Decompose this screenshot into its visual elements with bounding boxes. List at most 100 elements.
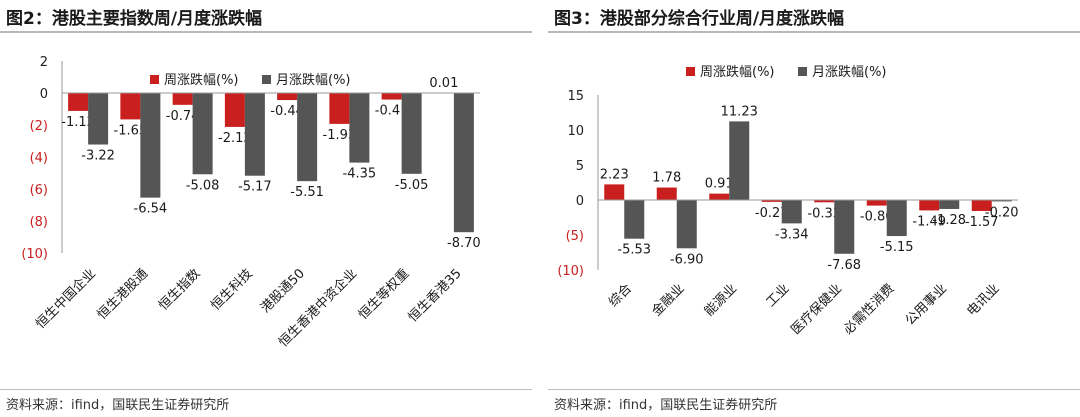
left-legend-swatch [150,75,159,84]
right-data-label: -0.20 [985,205,1019,220]
right-legend-swatch [686,67,695,76]
left-bar-weekly [329,93,350,124]
left-data-label: -8.70 [447,236,481,251]
left-legend-label: 月涨跌幅(%) [276,72,351,88]
right-category-label: 必需性消费 [841,281,898,338]
right-data-label: 1.78 [652,171,681,186]
left-source-note: 资料来源：ifind，国联民生证券研究所 [6,398,230,413]
right-source-rule [548,389,1080,390]
left-bar-weekly [120,93,141,120]
left-data-label: -0.41 [375,104,409,119]
right-data-label: -3.34 [775,227,809,242]
right-bar-monthly [729,121,750,200]
right-title-rule [548,31,1080,33]
left-data-label: -1.12 [61,115,95,130]
right-data-label: -0.33 [807,206,841,221]
left-bar-weekly [68,93,89,111]
left-category-label: 恒生中国企业 [32,266,98,332]
right-data-label: -0.27 [755,206,789,221]
left-bar-monthly [453,93,474,233]
right-bar-monthly [886,200,907,237]
right-category-label: 工业 [764,281,793,310]
left-bar-weekly [277,93,298,101]
right-y-tick-label: 10 [567,124,584,139]
right-bar-weekly [709,193,730,200]
right-data-label: -0.80 [860,210,894,225]
right-bar-chart: 15 10 5 0 (5) (10) 2.23 1.78 0.91 -0.27 -0.33 -0.80… [557,64,1019,338]
right-data-label: 2.23 [600,167,629,182]
left-data-label: -4.35 [343,167,377,182]
left-bar-monthly [297,93,318,182]
left-data-label: -1.65 [114,123,148,138]
left-y-tick-label: (6) [30,183,48,198]
right-bar-monthly [939,200,960,209]
right-legend-swatch [798,67,807,76]
right-y-tick-label: 15 [567,89,584,104]
right-data-label: -1.49 [912,214,946,229]
right-category-label: 医疗保健业 [788,281,845,338]
left-bar-monthly [244,93,265,176]
right-bar-weekly [604,184,625,200]
right-y-tick-label: 0 [576,194,584,209]
right-figure-title: 图3：港股部分综合行业周/月度涨跌幅 [554,9,845,29]
left-data-label: -0.44 [270,104,304,119]
left-data-label: -5.51 [290,185,324,200]
right-bar-weekly [656,187,677,200]
left-y-tick-label: (10) [21,247,48,262]
right-source-note: 资料来源：ifind，国联民生证券研究所 [554,398,778,413]
left-data-label: 0.01 [429,76,458,91]
left-figure: 图2：港股主要指数周/月度涨跌幅 2 0 (2) (4) (6) (8) (10) -1.12… [0,0,532,417]
right-bar-weekly [919,200,940,211]
right-bar-monthly [781,200,802,224]
left-bar-monthly [140,93,161,198]
left-bar-monthly [88,93,109,145]
right-data-label: 11.23 [721,104,758,119]
left-data-label: -2.12 [218,131,252,146]
right-data-label: -6.90 [670,252,704,267]
left-data-label: -6.54 [134,202,168,217]
right-bar-weekly [761,200,782,202]
left-data-label: -5.17 [238,180,272,195]
left-category-label: 恒生港股通 [95,266,152,323]
right-data-label: 0.91 [705,177,734,192]
right-category-label: 综合 [606,281,635,310]
left-figure-title: 图2：港股主要指数周/月度涨跌幅 [6,9,263,29]
right-figure: 图3：港股部分综合行业周/月度涨跌幅 15 10 5 0 (5) (10) 2.23 1.78… [548,0,1080,417]
right-bar-monthly [624,200,645,239]
left-legend-label: 周涨跌幅(%) [164,72,239,88]
right-data-label: -1.28 [932,213,966,228]
right-y-tick-label: (10) [557,264,584,279]
right-bar-weekly [866,200,887,206]
left-category-label: 港股通50 [258,266,308,316]
right-y-tick-label: 5 [576,159,584,174]
left-bar-monthly [401,93,422,174]
right-category-label: 公用事业 [903,281,950,328]
left-data-label: -3.22 [81,149,115,164]
left-y-tick-label: 2 [40,55,48,70]
right-data-label: -7.68 [827,258,861,273]
left-bar-chart: 2 0 (2) (4) (6) (8) (10) -1.12 -1.65 -0.74 -2.12 -0… [21,55,481,350]
left-data-label: -1.93 [323,128,357,143]
left-legend-swatch [262,75,271,84]
right-category-label: 金融业 [649,281,688,320]
right-bar-monthly [676,200,697,249]
left-y-tick-label: (8) [30,215,48,230]
left-source-rule [0,389,532,390]
left-category-label: 恒生香港35 [406,266,465,325]
left-category-label: 恒生等权重 [355,266,412,323]
right-category-label: 电讯业 [964,281,1002,319]
right-bar-monthly [991,200,1012,202]
right-data-label: -1.57 [965,215,999,230]
left-category-label: 恒生科技 [208,266,255,313]
right-data-label: -5.53 [617,243,651,258]
right-category-label: 能源业 [702,281,740,319]
left-bar-weekly [224,93,245,127]
left-title-rule [0,31,532,33]
left-y-tick-label: 0 [40,87,48,102]
right-legend-label: 月涨跌幅(%) [812,64,887,80]
left-y-tick-label: (2) [30,119,48,134]
left-bar-weekly [172,93,193,105]
left-bar-weekly [381,93,402,100]
left-data-label: -0.74 [166,109,200,124]
left-category-label: 恒生指数 [156,266,203,313]
